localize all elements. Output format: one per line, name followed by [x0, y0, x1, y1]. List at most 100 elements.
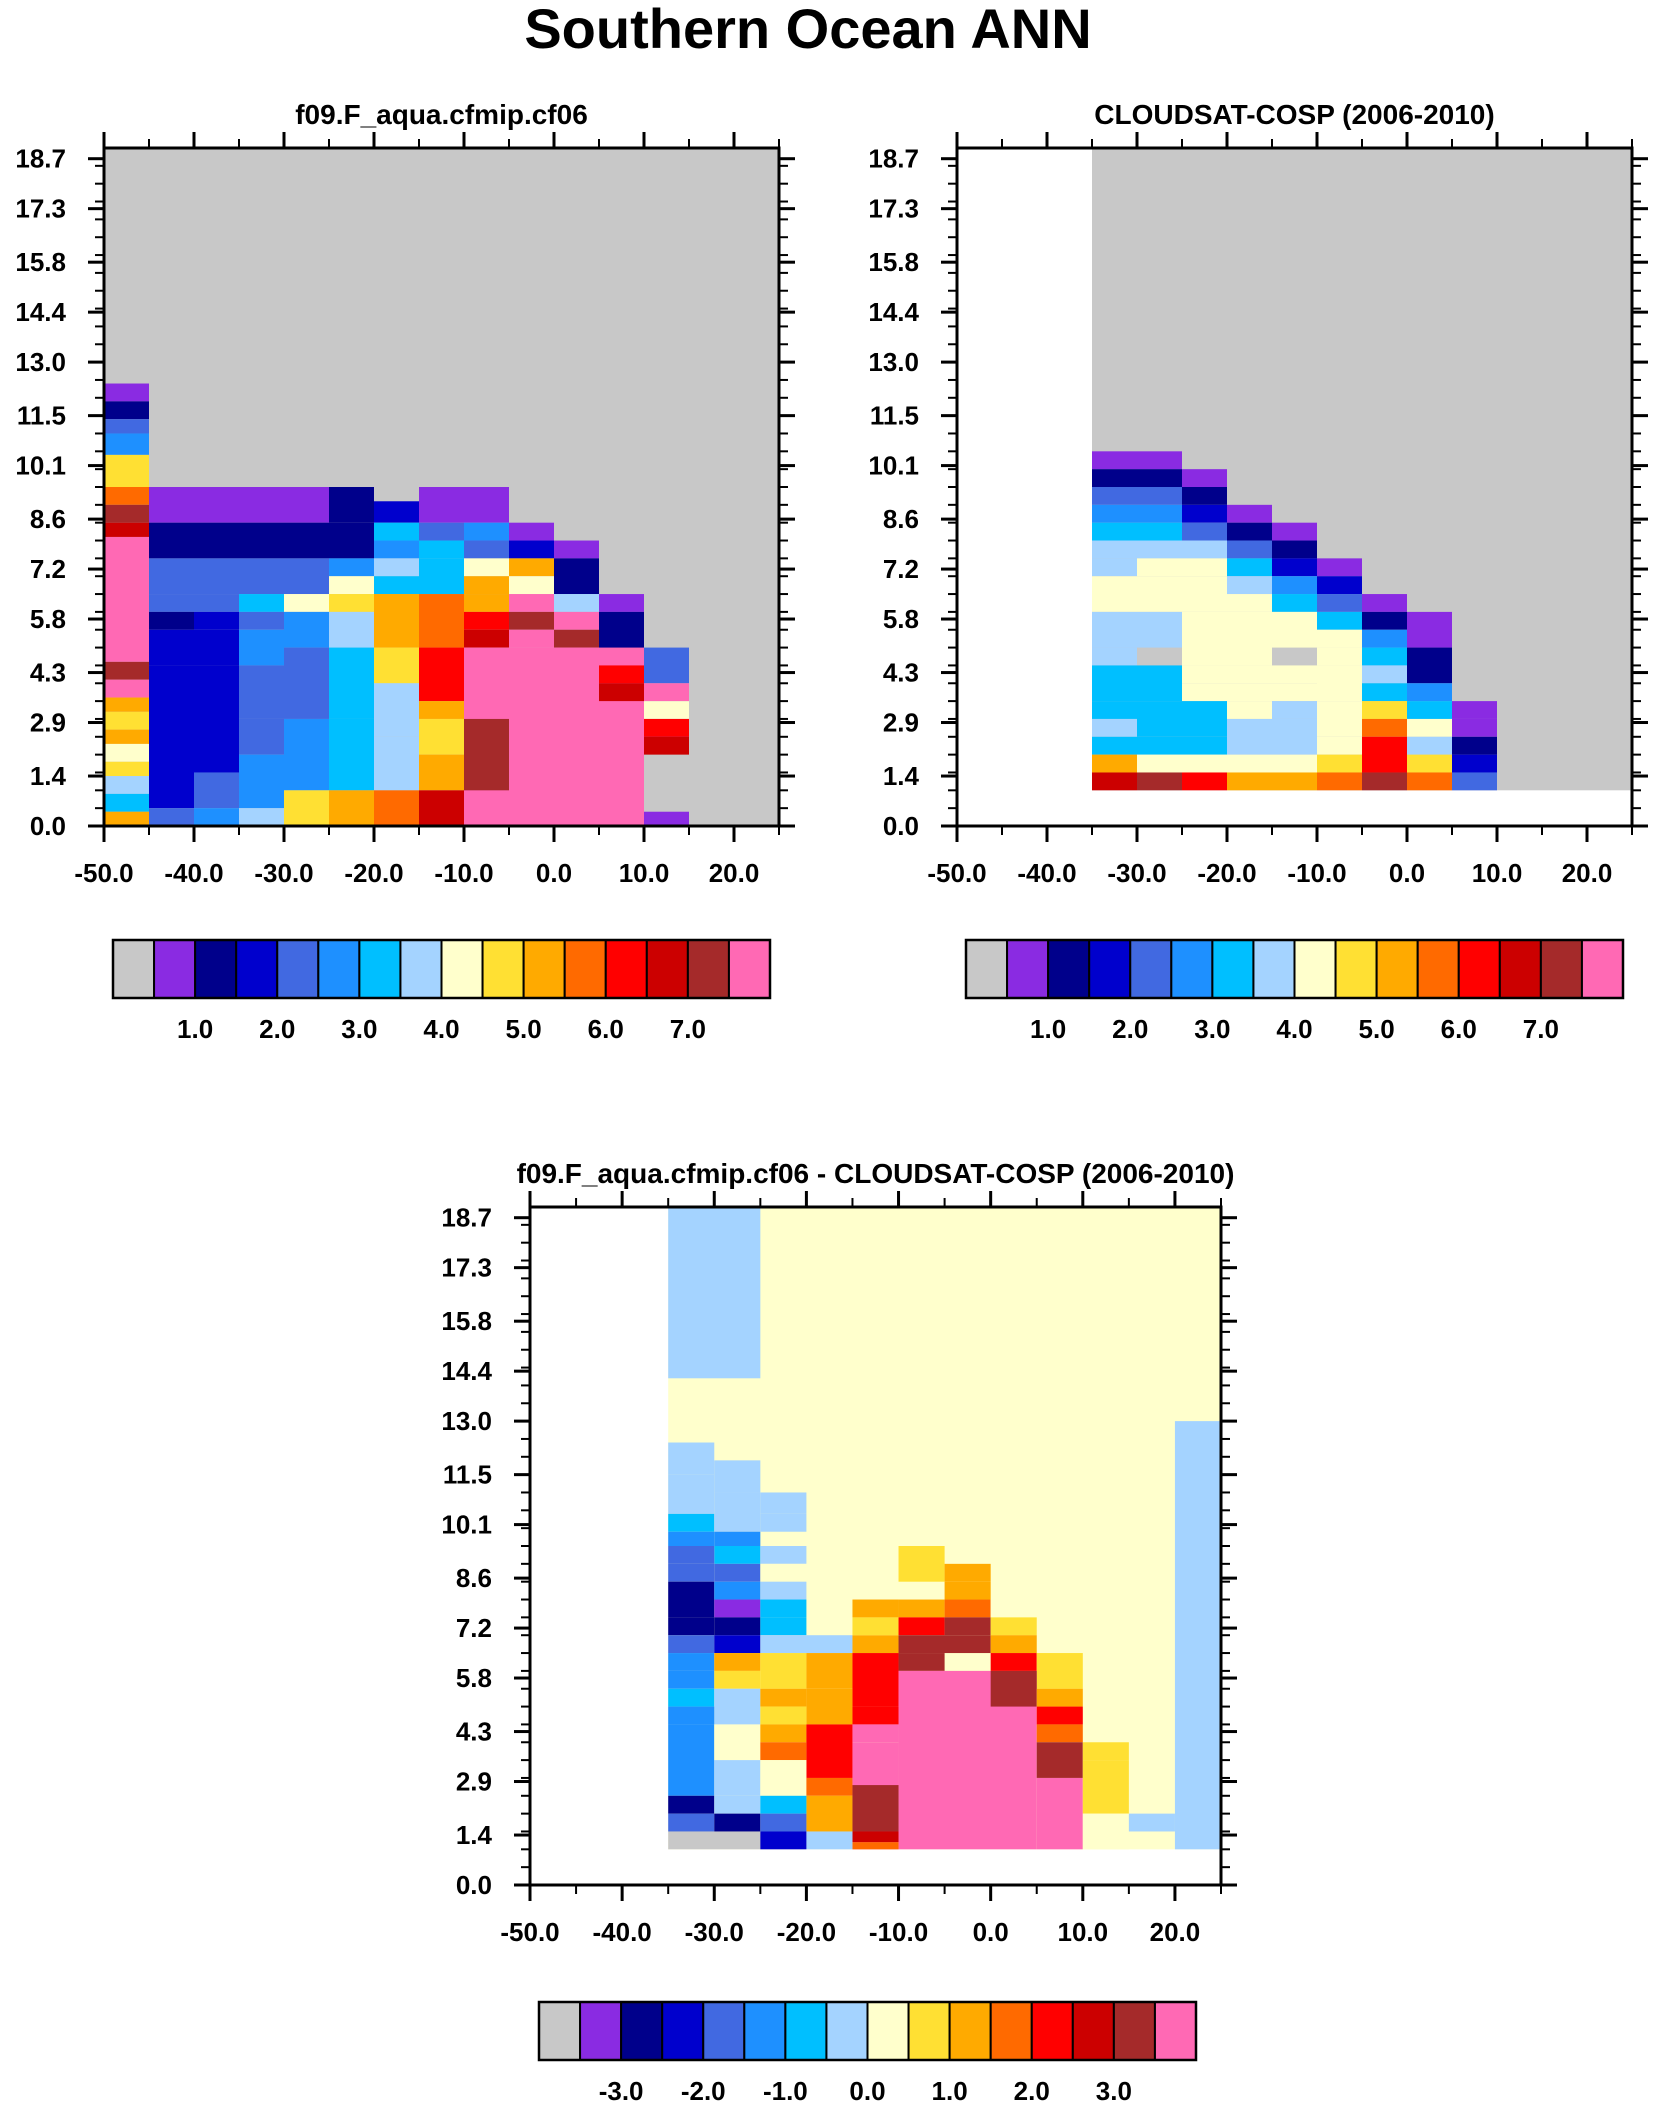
- heatmap-cell: [239, 754, 284, 809]
- heatmap-cell: [1272, 540, 1317, 559]
- x-tick-label: -20.0: [1197, 858, 1256, 888]
- heatmap-cell: [1036, 1724, 1083, 1743]
- colorbar-swatch: [1375, 939, 1419, 999]
- heatmap-cell: [104, 793, 149, 812]
- heatmap-cell: [668, 1546, 715, 1564]
- colorbar-swatch: [522, 939, 566, 999]
- x-tick-label: 20.0: [1150, 1917, 1201, 1947]
- heatmap-cell: [104, 419, 149, 434]
- heatmap-cell: [329, 790, 374, 826]
- colorbar-difference: -3.0 -2.0 -1.0 0.0 1.0 2.0 3.0: [537, 2000, 1198, 2103]
- heatmap-cell: [1452, 718, 1497, 737]
- colorbar-swatch: [1112, 2001, 1156, 2061]
- heatmap-cell: [898, 1635, 991, 1654]
- heatmap-cell: [329, 558, 374, 577]
- heatmap-cell: [599, 594, 644, 612]
- heatmap-cell: [714, 1581, 761, 1600]
- colorbar-swatch: [194, 939, 238, 999]
- heatmap-cell: [668, 1688, 715, 1707]
- heatmap-cell: [1092, 540, 1227, 559]
- colorbar-label: 2.0: [259, 1014, 295, 1044]
- heatmap-cell: [852, 1635, 899, 1654]
- heatmap-cell: [509, 594, 554, 612]
- heatmap-cell: [374, 594, 419, 648]
- colorbar-swatch: [1539, 939, 1583, 999]
- heatmap-cell: [1317, 558, 1362, 577]
- heatmap-cell: [714, 1795, 761, 1814]
- heatmap-cell: [806, 1653, 853, 1689]
- heatmap-cell: [806, 1831, 853, 1850]
- heatmap-cell: [1362, 718, 1407, 737]
- heatmap-cell: [760, 1653, 807, 1689]
- colorbar-swatch: [784, 2001, 828, 2061]
- heatmap-cell: [1174, 1421, 1221, 1850]
- heatmap-cell: [1182, 772, 1227, 791]
- heatmap-cell: [149, 558, 329, 595]
- heatmap-cell: [852, 1842, 899, 1850]
- heatmap-cell: [1272, 594, 1317, 612]
- heatmap-cell: [714, 1724, 761, 1761]
- heatmap-cell: [1128, 1813, 1175, 1832]
- heatmap-cell: [464, 558, 509, 577]
- colorbar-swatch: [661, 2001, 705, 2061]
- heatmap-cell: [1452, 772, 1497, 791]
- x-tick-label: 20.0: [709, 858, 760, 888]
- y-tick-label: 13.0: [15, 347, 66, 377]
- colorbar-swatch: [153, 939, 197, 999]
- heatmap-cell: [419, 647, 464, 702]
- colorbar-swatch: [563, 939, 607, 999]
- colorbar-label: 5.0: [506, 1014, 542, 1044]
- colorbar-swatch: [686, 939, 730, 999]
- y-tick-label: 4.3: [456, 1717, 492, 1747]
- heatmap-cell: [1227, 772, 1317, 791]
- heatmap-cell: [374, 522, 419, 541]
- x-tick-label: 10.0: [1472, 858, 1523, 888]
- heatmap-cell: [554, 647, 599, 666]
- y-tick-label: 18.7: [868, 144, 919, 174]
- y-tick-label: 0.0: [883, 811, 919, 841]
- heatmap-cell: [419, 487, 509, 523]
- heatmap-cell: [1362, 665, 1407, 684]
- panel-observation: CLOUDSAT-COSP (2006-2010) -50.0 -40.0 -30.0…: [868, 99, 1648, 888]
- heatmap-cell: [668, 1474, 715, 1514]
- heatmap-cell: [760, 1813, 807, 1832]
- heatmap-cell: [239, 611, 284, 630]
- x-tick-label: 20.0: [1562, 858, 1613, 888]
- heatmap-cell: [1362, 647, 1407, 666]
- y-tick-label: 5.8: [456, 1663, 492, 1693]
- colorbar-label: 7.0: [1523, 1014, 1559, 1044]
- y-tick-label: 10.1: [868, 451, 919, 481]
- heatmap-cell: [374, 576, 419, 595]
- colorbar-label: -2.0: [681, 2076, 726, 2103]
- colorbar-swatch: [1071, 2001, 1115, 2061]
- heatmap-cell: [104, 679, 149, 698]
- heatmap-cell: [852, 1785, 899, 1832]
- heatmap-cell: [714, 1563, 761, 1582]
- colorbar-swatch: [1006, 939, 1050, 999]
- colorbar-label: 4.0: [1276, 1014, 1312, 1044]
- heatmap-cell: [714, 1531, 761, 1546]
- heatmap-cell: [1182, 611, 1272, 666]
- y-tick-label: 4.3: [883, 658, 919, 688]
- heatmap-cell: [599, 683, 644, 702]
- heatmap-cell: [852, 1831, 899, 1843]
- heatmap-cell: [1137, 701, 1227, 737]
- heatmap-cell: [1407, 647, 1452, 684]
- heatmap-cell: [1407, 754, 1452, 773]
- heatmap-cell: [806, 1724, 853, 1778]
- heatmap-cell: [668, 1813, 715, 1832]
- heatmap-cell: [668, 1531, 715, 1546]
- colorbar-swatch: [645, 939, 689, 999]
- heatmap-cell: [1082, 1760, 1129, 1814]
- heatmap-cell: [419, 754, 464, 791]
- y-tick-label: 7.2: [456, 1613, 492, 1643]
- heatmap-cell: [104, 661, 149, 680]
- heatmap-cell: [852, 1599, 899, 1618]
- colorbar-swatch: [1580, 939, 1624, 999]
- heatmap-cell: [760, 1617, 807, 1636]
- heatmap-cell: [149, 522, 374, 559]
- x-tick-label: -20.0: [777, 1917, 836, 1947]
- heatmap-cell: [898, 1581, 945, 1600]
- y-tick-label: 10.1: [15, 451, 66, 481]
- heatmap-cell: [1407, 772, 1452, 791]
